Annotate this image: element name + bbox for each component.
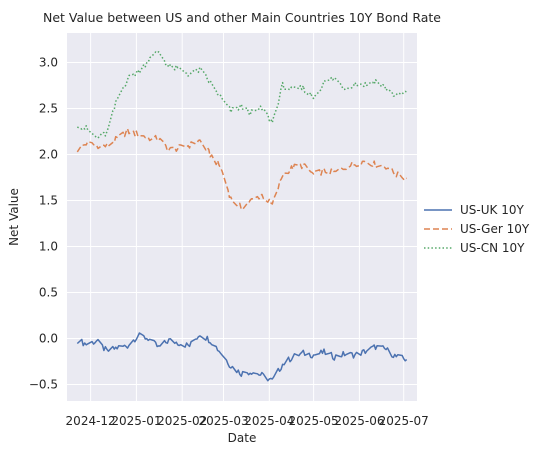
x-tick-label-5: 2025-05 xyxy=(289,414,339,428)
series-line-us-ger-10y xyxy=(76,127,408,211)
x-tick-label-2: 2025-02 xyxy=(157,414,207,428)
y-tick-label-6: 2.5 xyxy=(39,101,58,115)
x-tick-labels: 2024-122025-012025-022025-032025-042025-… xyxy=(66,414,429,428)
series-lines xyxy=(76,51,408,382)
chart-title: Net Value between US and other Main Coun… xyxy=(43,10,441,25)
y-tick-label-0: −0.5 xyxy=(29,377,58,391)
x-tick-label-7: 2025-07 xyxy=(379,414,429,428)
y-tick-label-1: 0.0 xyxy=(39,331,58,345)
legend-label-0: US-UK 10Y xyxy=(460,203,524,217)
series-line-us-uk-10y xyxy=(76,332,408,382)
y-tick-labels: −0.5 0.0 0.5 1.0 1.5 2.0 2.5 3.0 xyxy=(29,55,58,391)
x-tick-label-3: 2025-03 xyxy=(198,414,248,428)
legend: US-UK 10Y US-Ger 10Y US-CN 10Y xyxy=(424,203,530,255)
x-tick-label-4: 2025-04 xyxy=(244,414,294,428)
x-tick-label-6: 2025-06 xyxy=(334,414,384,428)
y-tick-label-7: 3.0 xyxy=(39,55,58,69)
y-tick-label-3: 1.0 xyxy=(39,239,58,253)
legend-label-1: US-Ger 10Y xyxy=(460,222,530,236)
y-axis-label: Net Value xyxy=(7,188,21,246)
grid-lines xyxy=(67,33,417,401)
y-tick-label-4: 1.5 xyxy=(39,193,58,207)
y-tick-label-5: 2.0 xyxy=(39,147,58,161)
y-tick-label-2: 0.5 xyxy=(39,285,58,299)
x-axis-label: Date xyxy=(228,431,257,445)
legend-label-2: US-CN 10Y xyxy=(460,241,525,255)
x-tick-label-1: 2025-01 xyxy=(111,414,161,428)
plot-background xyxy=(67,33,417,401)
x-tick-label-0: 2024-12 xyxy=(66,414,116,428)
